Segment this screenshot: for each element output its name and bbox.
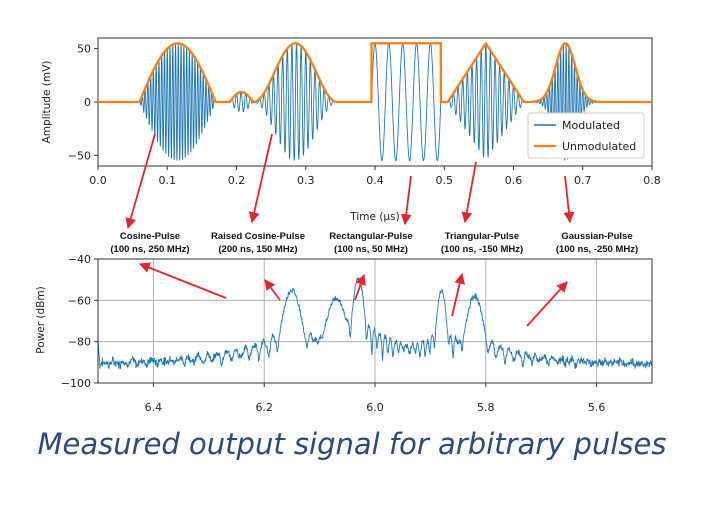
pulse-annotations: Cosine-Pulse (100 ns, 250 MHz) Raised Co… xyxy=(110,231,638,255)
arrow-cosine-to-label xyxy=(125,133,156,230)
annotation-triangular-params: (100 ns, -150 MHz) xyxy=(441,244,523,255)
spectrum-line xyxy=(98,276,652,370)
arrow-raised-cosine-peak xyxy=(264,279,281,301)
top-x-tick-label: 0.3 xyxy=(297,174,315,187)
arrow-gaussian-peak xyxy=(526,281,568,327)
bottom-y-tick-label: −80 xyxy=(68,336,91,349)
top-x-tick-label: 0.0 xyxy=(89,174,107,187)
pointer-arrows xyxy=(125,133,575,327)
bottom-y-ticks: −40 −60 −80 −100 xyxy=(61,253,98,390)
bottom-y-tick-label: −40 xyxy=(68,253,91,266)
top-x-ticks: 0.0 0.1 0.2 0.3 0.4 0.5 0.6 0.7 0.8 xyxy=(89,166,661,187)
bottom-x-tick-label: 6.4 xyxy=(145,401,163,414)
arrow-raised-cosine-to-label xyxy=(248,133,273,224)
top-x-axis-label: Time (µs) xyxy=(349,211,399,223)
annotation-rectangular-title: Rectangular-Pulse xyxy=(329,231,412,242)
top-x-tick-label: 0.7 xyxy=(574,174,592,187)
top-x-tick-label: 0.8 xyxy=(643,174,661,187)
top-x-tick-label: 0.5 xyxy=(436,174,454,187)
bottom-y-tick-label: −60 xyxy=(68,294,91,307)
bottom-y-axis-label: Power (dBm) xyxy=(35,286,47,353)
annotation-gaussian-params: (100 ns, -250 MHz) xyxy=(556,244,638,255)
legend-modulated-label: Modulated xyxy=(562,119,620,132)
annotation-cosine-params: (100 ns, 250 MHz) xyxy=(110,244,189,255)
annotation-raised-cosine-params: (200 ns, 150 MHz) xyxy=(218,244,297,255)
top-y-ticks: 50 0 −50 xyxy=(68,43,98,162)
arrow-gaussian-to-label xyxy=(563,175,575,224)
annotation-triangular-title: Triangular-Pulse xyxy=(445,231,519,242)
arrow-rectangular-to-label xyxy=(400,175,412,226)
top-x-tick-label: 0.6 xyxy=(505,174,523,187)
top-y-tick-label: 50 xyxy=(77,43,91,56)
bottom-x-ticks: 6.4 6.2 6.0 5.8 5.6 xyxy=(145,383,606,414)
top-y-axis-label: Amplitude (mV) xyxy=(41,61,53,144)
arrow-rectangular-peak xyxy=(354,273,366,301)
spectrum-chart: −40 −60 −80 −100 6.4 6.2 6.0 5.8 5.6 Power (dBm… xyxy=(35,253,653,414)
arrow-triangular-to-label xyxy=(461,161,477,224)
annotation-raised-cosine-title: Raised Cosine-Pulse xyxy=(211,231,305,242)
legend: Modulated Unmodulated xyxy=(527,112,645,159)
top-y-tick-label: 0 xyxy=(84,96,91,109)
series-unmodulated-line xyxy=(98,41,652,104)
top-x-tick-label: 0.2 xyxy=(228,174,246,187)
annotation-rectangular-params: (100 ns, 50 MHz) xyxy=(334,244,408,255)
annotation-gaussian-title: Gaussian-Pulse xyxy=(561,231,632,242)
bottom-x-tick-label: 6.0 xyxy=(366,401,384,414)
annotation-cosine-title: Cosine-Pulse xyxy=(120,231,180,242)
top-x-tick-label: 0.1 xyxy=(159,174,177,187)
arrow-cosine-peak xyxy=(138,262,227,299)
figure-caption: Measured output signal for arbitrary pul… xyxy=(37,427,667,461)
time-domain-chart: 50 0 −50 0.0 0.1 0.2 0.3 0.4 0.5 0.6 0.7 0.8 Ampli… xyxy=(41,37,661,223)
bottom-x-tick-label: 5.8 xyxy=(477,401,495,414)
arrow-triangular-peak xyxy=(451,272,466,317)
top-y-tick-label: −50 xyxy=(68,149,91,162)
bottom-x-tick-label: 5.6 xyxy=(588,401,606,414)
legend-unmodulated-label: Unmodulated xyxy=(562,140,636,153)
top-x-tick-label: 0.4 xyxy=(366,174,384,187)
figure: 50 0 −50 0.0 0.1 0.2 0.3 0.4 0.5 0.6 0.7 0.8 Ampli… xyxy=(35,37,661,414)
bottom-x-tick-label: 6.2 xyxy=(255,401,273,414)
bottom-y-tick-label: −100 xyxy=(61,377,91,390)
